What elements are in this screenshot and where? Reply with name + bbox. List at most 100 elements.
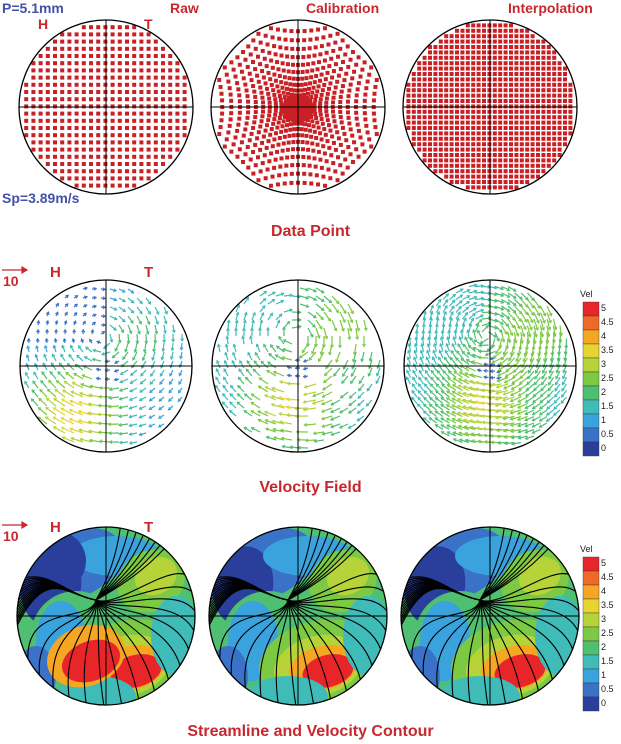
data-point <box>168 90 172 94</box>
legend-swatch <box>583 557 599 571</box>
data-point <box>498 72 502 76</box>
data-point <box>558 115 562 119</box>
data-point <box>310 119 314 123</box>
data-point <box>471 45 475 49</box>
data-point <box>111 54 115 58</box>
data-point <box>82 162 86 166</box>
legend-value: 3.5 <box>601 346 621 355</box>
data-point <box>444 158 448 162</box>
data-point <box>439 56 443 60</box>
data-point <box>125 112 129 116</box>
data-point <box>96 126 100 130</box>
data-point <box>278 74 282 78</box>
data-point <box>568 115 572 119</box>
data-point <box>477 34 481 38</box>
data-point <box>53 97 57 101</box>
data-point <box>125 97 129 101</box>
data-point <box>154 83 158 87</box>
data-point <box>31 148 35 152</box>
legend-value: 4 <box>601 587 621 596</box>
data-point <box>67 61 71 65</box>
data-point <box>310 91 314 95</box>
data-point <box>364 124 368 128</box>
data-point <box>154 97 158 101</box>
velocity-vector <box>56 381 65 388</box>
data-point <box>103 126 107 130</box>
velocity-vector <box>302 344 308 353</box>
data-point <box>334 125 338 129</box>
data-point <box>520 29 524 33</box>
data-point <box>455 126 459 130</box>
data-point <box>423 126 427 130</box>
data-point <box>460 94 464 98</box>
velocity-vector <box>308 312 316 318</box>
data-point <box>132 83 136 87</box>
data-point <box>493 67 497 71</box>
data-point <box>493 153 497 157</box>
data-point <box>290 172 294 176</box>
data-point <box>417 88 421 92</box>
data-point <box>279 130 283 134</box>
data-point <box>536 148 540 152</box>
data-point <box>89 155 93 159</box>
data-point <box>118 40 122 44</box>
contour-region <box>151 596 201 676</box>
data-point <box>482 142 486 146</box>
velocity-vector <box>253 369 260 376</box>
data-point <box>406 115 410 119</box>
data-point <box>471 72 475 76</box>
legend-title-row2: Vel <box>580 290 606 299</box>
data-point <box>183 133 187 137</box>
legend-swatch <box>583 372 599 386</box>
data-point <box>525 115 529 119</box>
data-point <box>139 68 143 72</box>
data-point <box>118 32 122 36</box>
data-point <box>308 129 312 133</box>
data-point <box>24 112 28 116</box>
data-point <box>306 62 310 66</box>
data-point <box>318 109 322 113</box>
data-point <box>541 169 545 173</box>
data-point <box>282 69 286 73</box>
data-point <box>31 140 35 144</box>
data-point <box>168 54 172 58</box>
data-point <box>349 127 353 131</box>
data-point <box>271 66 275 70</box>
data-point <box>326 139 330 143</box>
data-point <box>168 140 172 144</box>
data-point <box>363 117 367 121</box>
data-point <box>228 124 232 128</box>
data-point <box>307 87 311 91</box>
data-point <box>309 135 313 139</box>
data-point <box>175 133 179 137</box>
data-point <box>455 164 459 168</box>
data-point <box>75 47 79 51</box>
data-point <box>60 76 64 80</box>
data-point <box>477 137 481 141</box>
data-point <box>520 88 524 92</box>
data-point <box>423 72 427 76</box>
legend-swatch <box>583 571 599 585</box>
data-point <box>238 63 242 67</box>
data-point <box>223 65 227 69</box>
data-point <box>268 101 272 105</box>
data-point <box>118 169 122 173</box>
data-point <box>460 164 464 168</box>
velocity-vector <box>251 394 260 400</box>
data-point <box>504 153 508 157</box>
data-point <box>274 131 278 135</box>
data-point <box>358 75 362 79</box>
data-point <box>477 104 481 108</box>
data-point <box>531 77 535 81</box>
data-point <box>444 126 448 130</box>
data-point <box>272 93 276 97</box>
data-point <box>487 50 491 54</box>
data-point <box>53 126 57 130</box>
data-point <box>563 131 567 135</box>
data-point <box>291 147 295 151</box>
data-point <box>433 88 437 92</box>
data-point <box>67 97 71 101</box>
data-point <box>504 126 508 130</box>
data-point <box>531 67 535 71</box>
data-point <box>428 61 432 65</box>
